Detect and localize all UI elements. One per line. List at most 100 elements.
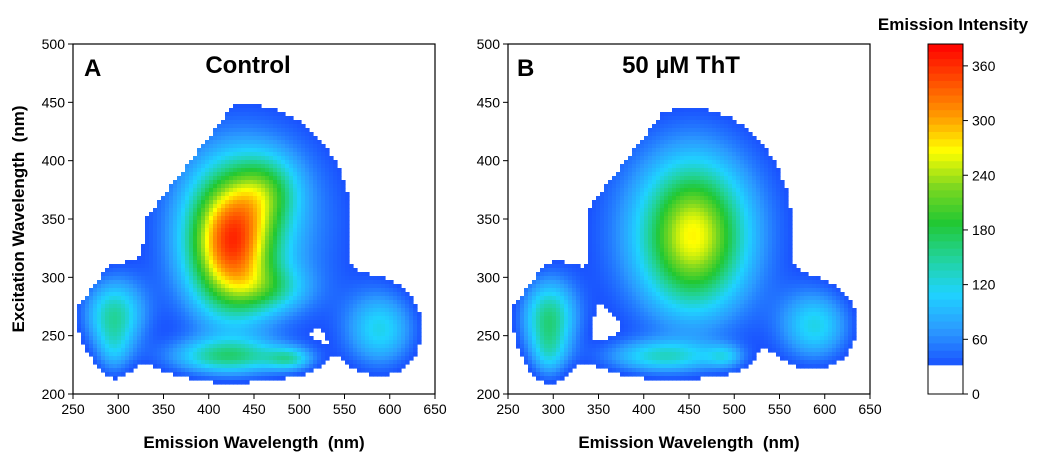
panel-b-cell: [652, 164, 657, 169]
panel-a-cell: [305, 268, 310, 273]
panel-a-cell: [293, 364, 298, 369]
panel-a-cell: [185, 208, 190, 213]
panel-a-cell: [85, 324, 90, 329]
panel-b-cell: [640, 228, 645, 233]
panel-a-cell: [209, 372, 214, 377]
panel-a-cell: [229, 180, 234, 185]
panel-b-cell: [752, 232, 757, 237]
panel-a-cell: [197, 360, 202, 365]
panel-a-cell: [301, 264, 306, 269]
panel-a-cell: [181, 324, 186, 329]
panel-b-cell: [624, 204, 629, 209]
panel-a-cell: [357, 304, 362, 309]
panel-a-cell: [137, 304, 142, 309]
panel-a-cell: [253, 304, 258, 309]
panel-b-cell: [600, 224, 605, 229]
panel-a-cell: [321, 184, 326, 189]
panel-a-cell: [345, 336, 350, 341]
panel-a-cell: [189, 244, 194, 249]
panel-a-cell: [369, 356, 374, 361]
panel-b-cell: [660, 176, 665, 181]
panel-a-cell: [77, 304, 82, 309]
panel-b-cell: [704, 176, 709, 181]
panel-a-cell: [245, 244, 250, 249]
panel-a-cell: [217, 204, 222, 209]
panel-a-cell: [217, 280, 222, 285]
panel-a-cell: [209, 320, 214, 325]
panel-a-cell: [233, 168, 238, 173]
panel-b-cell: [656, 124, 661, 129]
panel-a-cell: [269, 144, 274, 149]
panel-b-cell: [700, 196, 705, 201]
panel-a-cell: [257, 336, 262, 341]
panel-a-cell: [217, 344, 222, 349]
panel-a-cell: [177, 296, 182, 301]
panel-a-cell: [373, 300, 378, 305]
panel-a-cell: [377, 336, 382, 341]
panel-a-cell: [237, 152, 242, 157]
panel-a-cell: [105, 332, 110, 337]
panel-a-cell: [229, 120, 234, 125]
panel-a-cell: [133, 268, 138, 273]
panel-a-cell: [273, 144, 278, 149]
panel-b-cell: [704, 228, 709, 233]
panel-b-cell: [628, 192, 633, 197]
panel-a-cell: [337, 336, 342, 341]
panel-b-cell: [620, 216, 625, 221]
panel-a-cell: [345, 240, 350, 245]
panel-a-cell: [257, 372, 262, 377]
panel-a-cell: [237, 104, 242, 109]
panel-b-cell: [684, 164, 689, 169]
panel-a-cell: [269, 292, 274, 297]
panel-b-cell: [752, 180, 757, 185]
panel-b-cell: [712, 136, 717, 141]
panel-a-cell: [353, 344, 358, 349]
panel-a-cell: [373, 280, 378, 285]
panel-a-cell: [145, 292, 150, 297]
panel-a-cell: [145, 300, 150, 305]
panel-a-cell: [237, 120, 242, 125]
panel-a-cell: [253, 228, 258, 233]
panel-b-cell: [616, 184, 621, 189]
panel-a-cell: [345, 220, 350, 225]
panel-a-cell: [293, 232, 298, 237]
panel-b-cell: [656, 152, 661, 157]
panel-a-cell: [169, 352, 174, 357]
panel-a-cell: [205, 140, 210, 145]
panel-b-cell: [736, 180, 741, 185]
panel-a-cell: [273, 260, 278, 265]
panel-a-cell: [105, 328, 110, 333]
panel-a-cell: [217, 136, 222, 141]
panel-a-cell: [245, 116, 250, 121]
panel-a-cell: [189, 292, 194, 297]
panel-a-cell: [209, 368, 214, 373]
panel-a-cell: [169, 328, 174, 333]
panel-b-cell: [688, 120, 693, 125]
panel-a-cell: [273, 196, 278, 201]
panel-a-cell: [165, 328, 170, 333]
panel-a-cell: [293, 320, 298, 325]
panel-a-cell: [325, 184, 330, 189]
panel-a-cell: [173, 204, 178, 209]
panel-a-cell: [201, 280, 206, 285]
panel-a-cell: [193, 260, 198, 265]
panel-a-cell: [277, 236, 282, 241]
panel-a-cell: [217, 316, 222, 321]
panel-a-cell: [165, 344, 170, 349]
panel-a-cell: [141, 340, 146, 345]
panel-a-cell: [305, 208, 310, 213]
panel-b-cell: [648, 132, 653, 137]
panel-a-cell: [233, 220, 238, 225]
panel-a-cell: [269, 376, 274, 381]
panel-b-cell: [736, 156, 741, 161]
panel-a-cell: [133, 348, 138, 353]
panel-a-cell: [213, 236, 218, 241]
panel-a-cell: [261, 360, 266, 365]
panel-a-cell: [225, 112, 230, 117]
panel-a-cell: [273, 276, 278, 281]
panel-a-cell: [281, 324, 286, 329]
panel-a-cell: [357, 320, 362, 325]
panel-a-cell: [369, 308, 374, 313]
panel-a-cell: [337, 168, 342, 173]
panel-b-cell: [616, 204, 621, 209]
